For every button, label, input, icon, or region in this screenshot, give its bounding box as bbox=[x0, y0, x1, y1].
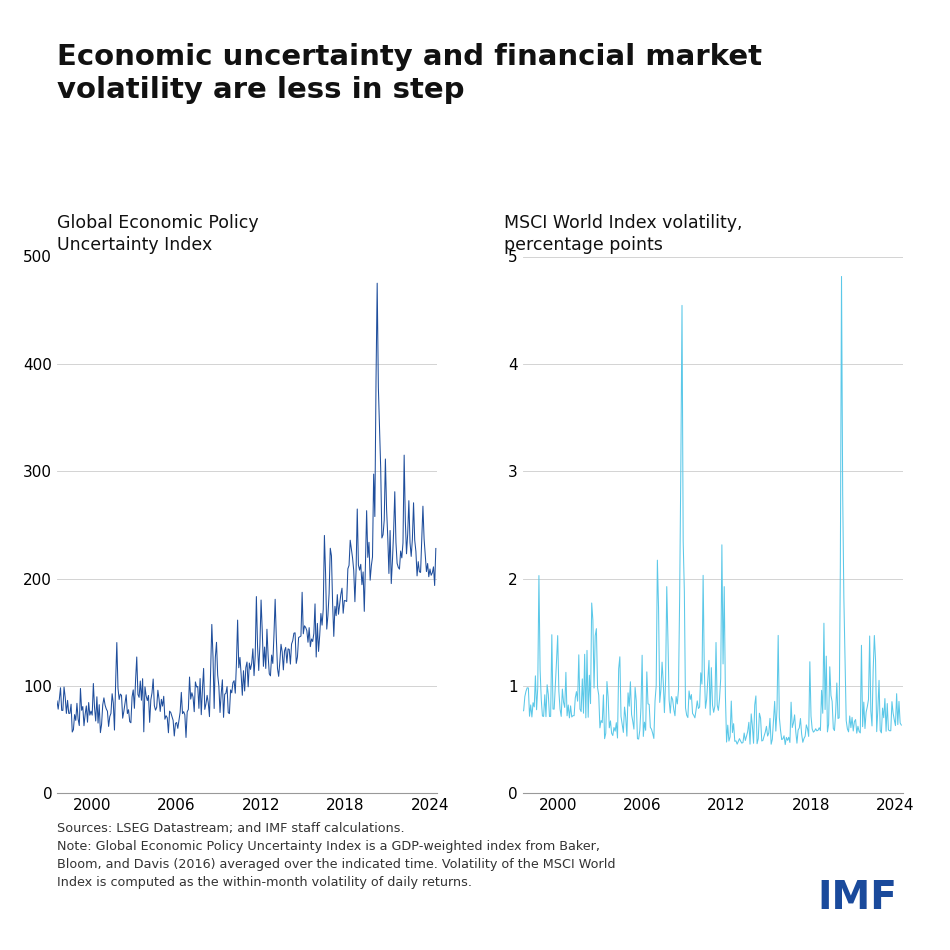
Text: Economic uncertainty and financial market
volatility are less in step: Economic uncertainty and financial marke… bbox=[57, 43, 762, 104]
Text: Sources: LSEG Datastream; and IMF staff calculations.
Note: Global Economic Poli: Sources: LSEG Datastream; and IMF staff … bbox=[57, 822, 616, 889]
Text: Global Economic Policy
Uncertainty Index: Global Economic Policy Uncertainty Index bbox=[57, 214, 258, 254]
Text: IMF: IMF bbox=[817, 879, 897, 917]
Text: MSCI World Index volatility,
percentage points: MSCI World Index volatility, percentage … bbox=[504, 214, 742, 254]
